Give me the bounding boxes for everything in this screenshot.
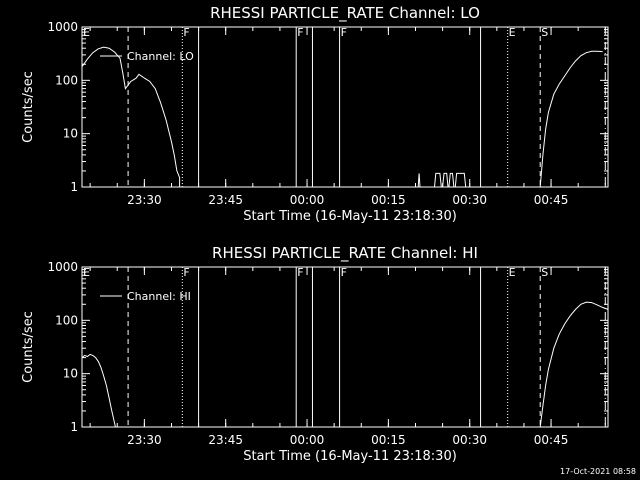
event-marker-label: F [297,26,303,39]
x-tick-label: 23:30 [127,193,162,207]
event-marker-label: F [297,266,303,279]
x-tick-label: 23:45 [208,433,243,447]
x-axis-label: Start Time (16-May-11 23:18:30) [243,449,457,464]
chart-title: RHESSI PARTICLE_RATE Channel: LO [210,4,480,23]
event-marker-label: S [541,266,548,279]
y-tick-label: 100 [55,73,78,87]
x-tick-label: 23:30 [127,433,162,447]
hi-channel-panel: RHESSI PARTICLE_RATE Channel: HI 1 10 100 10… [21,244,609,464]
y-axis-label: Counts/sec [21,71,36,143]
event-marker-label: F [183,266,189,279]
y-tick-label: 10 [63,127,78,141]
x-tick-label: 00:30 [452,433,487,447]
event-marker-label: F [183,26,189,39]
event-marker-label: F [341,266,347,279]
event-marker-label: E [509,266,516,279]
y-tick-label: 1 [70,420,78,434]
y-tick-label: 10 [63,367,78,381]
series-line [442,172,449,188]
series-line [539,50,603,188]
x-tick-label: 00:00 [290,433,325,447]
series-line [448,172,455,188]
lo-channel-panel: RHESSI PARTICLE_RATE Channel: LO 1 10 100 10… [21,4,609,224]
series-line [539,301,609,428]
y-tick-label: 100 [55,313,78,327]
series-line [434,172,442,188]
legend-label: Channel: LO [127,50,194,63]
y-tick-label: 1000 [47,260,78,274]
series-line [81,46,181,187]
y-tick-label: 1 [70,180,78,194]
x-tick-label: 00:15 [371,433,406,447]
y-tick-label: 1000 [47,20,78,34]
x-tick-label: 00:45 [534,193,569,207]
x-tick-label: 23:45 [208,193,243,207]
x-tick-label: 00:30 [452,193,487,207]
event-marker-label: E [509,26,516,39]
series-line [81,353,116,428]
y-axis-label: Counts/sec [21,311,36,383]
x-axis-label: Start Time (16-May-11 23:18:30) [243,209,457,224]
footer-timestamp: 17-Oct-2021 08:58 [560,467,636,476]
legend-label: Channel: HI [127,290,191,303]
series-line [417,173,421,188]
event-marker-label: S [541,26,548,39]
series-line [454,172,467,188]
event-marker-label: E [83,266,90,279]
event-marker-label: E [83,26,90,39]
x-tick-label: 00:00 [290,193,325,207]
chart-title: RHESSI PARTICLE_RATE Channel: HI [212,244,478,263]
event-marker-label: F [341,26,347,39]
x-tick-label: 00:45 [534,433,569,447]
x-tick-label: 00:15 [371,193,406,207]
